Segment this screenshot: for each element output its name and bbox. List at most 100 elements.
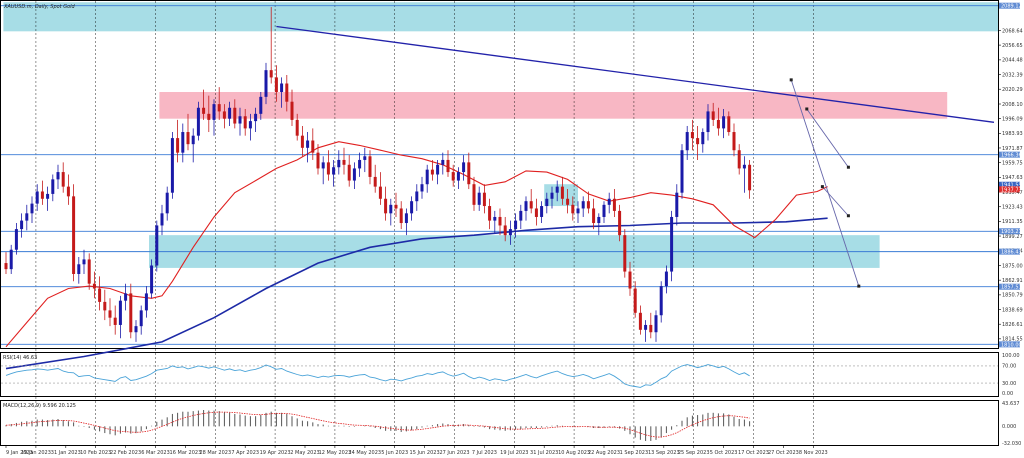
price-tick-label: 1935.47 — [1002, 190, 1023, 196]
candle-body — [586, 201, 590, 209]
price-tick-label: 2032.39 — [1002, 72, 1023, 78]
trendline-anchor — [820, 185, 824, 189]
candle-body — [659, 286, 663, 316]
candle-body — [706, 111, 710, 133]
price-tick-label: 2056.65 — [1002, 43, 1023, 49]
candle-body — [295, 119, 299, 136]
candle-body — [254, 113, 258, 122]
trendlines-layer — [276, 25, 995, 288]
price-tick-label: 1850.79 — [1002, 293, 1023, 299]
candle-body — [633, 288, 637, 313]
macd-panel-frame — [0, 400, 999, 446]
candle-body — [124, 293, 128, 301]
candle-body — [285, 83, 289, 102]
candle-body — [462, 162, 466, 173]
candle-body — [384, 198, 388, 214]
macd-tick-label: -32.030 — [1002, 441, 1021, 447]
x-tick-label: 10 Feb 2023 — [80, 450, 111, 456]
candle-body — [321, 162, 325, 169]
price-badge-label: 1903.21 — [1001, 229, 1022, 235]
candle-body — [722, 116, 726, 129]
price-tick-label: 2068.64 — [1002, 28, 1023, 34]
candle-body — [690, 132, 694, 139]
macd-label: MACD(12,26,9) 9.596 20.125 — [3, 403, 76, 409]
candle-body — [566, 198, 570, 205]
candle-body — [264, 70, 268, 97]
candle-body — [233, 107, 237, 124]
candle-body — [186, 132, 190, 145]
candle-body — [300, 135, 304, 148]
candle-body — [670, 216, 674, 272]
candle-body — [508, 229, 512, 236]
candle-body — [212, 104, 216, 120]
candle-body — [181, 132, 185, 153]
trendline-anchor — [789, 78, 793, 82]
candle-body — [176, 138, 180, 153]
candle-body — [326, 162, 330, 175]
candle-body — [363, 156, 367, 160]
candle-body — [337, 159, 341, 168]
price-tick-label: 1959.75 — [1002, 160, 1023, 166]
x-tick-label: 7 Apr 2023 — [231, 450, 259, 456]
candle-body — [389, 204, 393, 214]
x-tick-label: 19 Jan 2023 — [21, 450, 51, 456]
candle-body — [529, 201, 533, 209]
candle-body — [248, 121, 252, 129]
price-tick-label: 1971.87 — [1002, 146, 1023, 152]
rsi-tick-label: 100.00 — [1002, 353, 1020, 359]
candle-body — [170, 138, 174, 193]
candle-body — [514, 220, 518, 230]
candle-body — [451, 172, 455, 181]
macd-layer: 43.637 0.000 -32.030 — [5, 401, 1021, 447]
candle-body — [420, 184, 424, 192]
candle-body — [150, 265, 154, 294]
candle-body — [618, 210, 622, 236]
candle-body — [503, 225, 507, 236]
price-badge-label: 1941.55 — [1001, 183, 1022, 189]
candle-body — [425, 169, 429, 185]
candle-body — [72, 196, 76, 274]
zone-0 — [159, 91, 948, 119]
trendline-anchor — [857, 284, 861, 288]
price-badge — [999, 248, 1020, 255]
candle-body — [607, 198, 611, 205]
candle-body — [98, 288, 102, 302]
candle-body — [9, 249, 13, 270]
rsi-label: RSI(14) 46.63 — [3, 355, 37, 361]
price-badge-label: 1937.73 — [1001, 187, 1022, 193]
candle-body — [25, 213, 29, 221]
candle-body — [602, 204, 606, 217]
candle-body — [342, 159, 346, 165]
rsi-tick-label: 30.00 — [1002, 381, 1016, 387]
candle-body — [592, 208, 596, 224]
candle-body — [352, 168, 356, 181]
candle-body — [165, 192, 169, 214]
price-badge — [999, 228, 1020, 235]
rsi-panel-frame — [0, 352, 999, 397]
candle-body — [87, 259, 91, 284]
price-tick-label: 1838.69 — [1002, 307, 1023, 313]
macd-tick-label: 43.637 — [1002, 401, 1020, 407]
candle-body — [347, 164, 351, 181]
candle-body — [638, 312, 642, 330]
candle-body — [680, 150, 684, 193]
candle-body — [550, 192, 554, 199]
candle-body — [92, 283, 96, 289]
price-badge — [999, 186, 1020, 193]
candle-body — [649, 324, 653, 333]
candle-body — [519, 210, 523, 221]
candle-body — [472, 184, 476, 205]
candle-body — [40, 191, 44, 199]
candle-body — [14, 229, 18, 250]
candle-body — [576, 208, 580, 214]
candle-body — [373, 176, 377, 187]
x-tick-label: 7 Jul 2023 — [472, 450, 497, 456]
candle-body — [430, 169, 434, 175]
x-tick-label: 13 Sep 2023 — [648, 450, 680, 456]
candle-body — [394, 204, 398, 209]
price-tick-label: 2008.10 — [1002, 102, 1023, 108]
x-tick-label: 19 Jul 2023 — [500, 450, 528, 456]
candle-body — [644, 324, 648, 330]
